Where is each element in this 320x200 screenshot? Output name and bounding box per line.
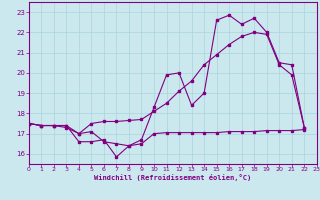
X-axis label: Windchill (Refroidissement éolien,°C): Windchill (Refroidissement éolien,°C)	[94, 174, 252, 181]
